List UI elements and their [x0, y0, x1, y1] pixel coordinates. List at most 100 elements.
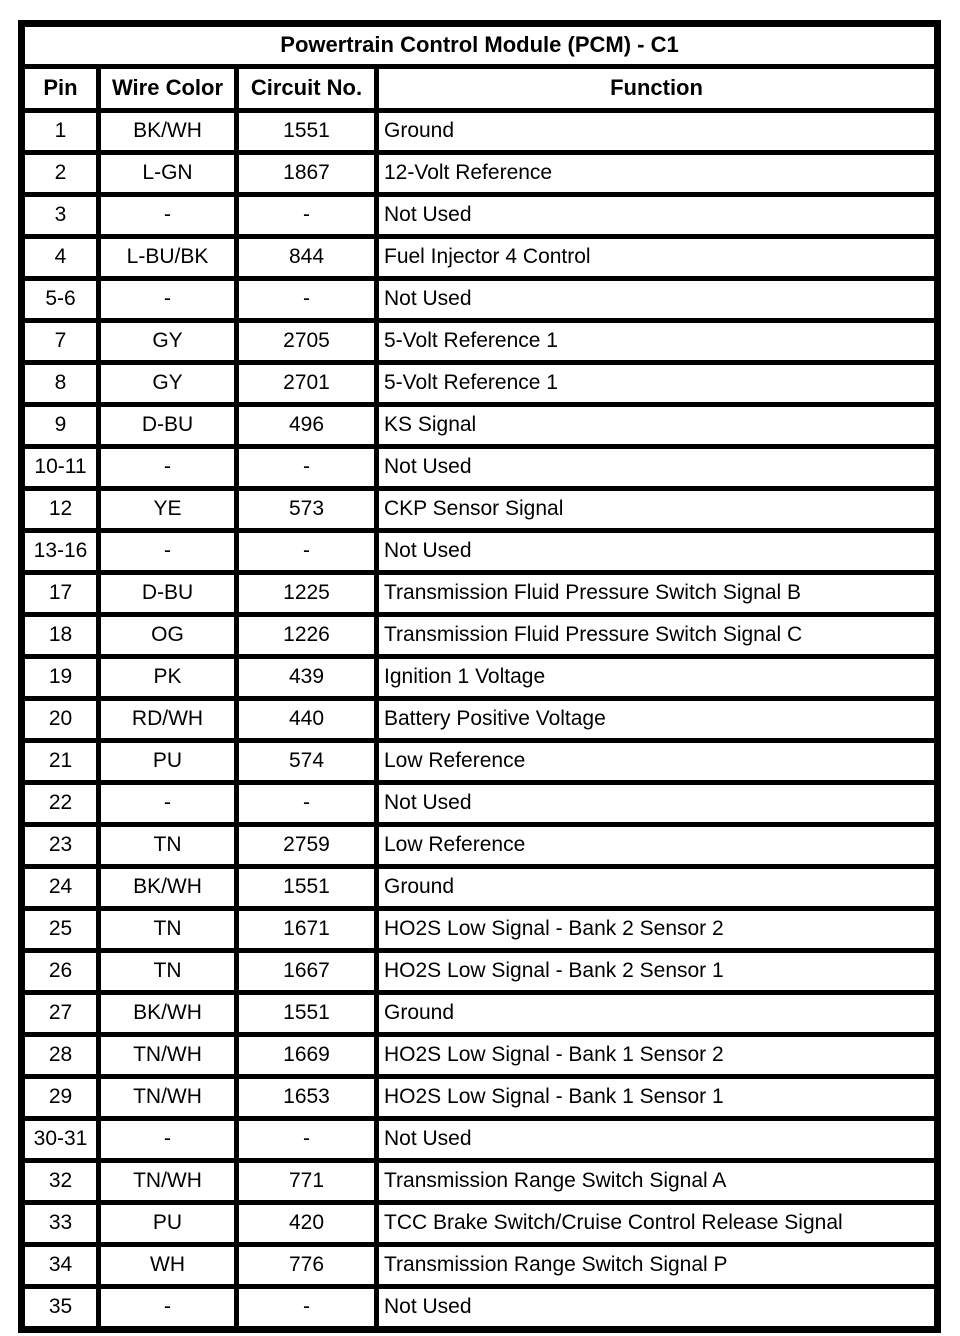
circuit-no-cell: 2759 [234, 822, 379, 869]
function-cell: Not Used [374, 528, 940, 575]
circuit-no-cell: 496 [234, 402, 379, 449]
circuit-no-cell: - [234, 192, 379, 239]
wire-color-cell: - [96, 276, 239, 323]
pin-cell: 24 [19, 864, 101, 911]
pin-cell: 1 [19, 108, 101, 155]
function-cell: Battery Positive Voltage [374, 696, 940, 743]
circuit-no-cell: 1551 [234, 864, 379, 911]
function-cell: Transmission Fluid Pressure Switch Signa… [374, 570, 940, 617]
function-cell: HO2S Low Signal - Bank 2 Sensor 1 [374, 948, 940, 995]
function-cell: Transmission Fluid Pressure Switch Signa… [374, 612, 940, 659]
pin-cell: 2 [19, 150, 101, 197]
wire-color-cell: BK/WH [96, 990, 239, 1037]
wire-color-cell: D-BU [96, 402, 239, 449]
circuit-no-cell: 439 [234, 654, 379, 701]
circuit-no-cell: 573 [234, 486, 379, 533]
table-row: 34 WH 776 Transmission Range Switch Signal … [19, 1242, 940, 1289]
function-cell: CKP Sensor Signal [374, 486, 940, 533]
wire-color-cell: YE [96, 486, 239, 533]
pin-cell: 21 [19, 738, 101, 785]
circuit-no-cell: 1225 [234, 570, 379, 617]
function-cell: Transmission Range Switch Signal P [374, 1242, 940, 1289]
pin-cell: 27 [19, 990, 101, 1037]
wire-color-cell: PK [96, 654, 239, 701]
wire-color-cell: TN/WH [96, 1074, 239, 1121]
table-row: 2 L-GN 1867 12-Volt Reference [19, 150, 940, 197]
function-cell: 5-Volt Reference 1 [374, 318, 940, 365]
table-row: 4 L-BU/BK 844 Fuel Injector 4 Control [19, 234, 940, 281]
table-row: 18 OG 1226 Transmission Fluid Pressure Swit… [19, 612, 940, 659]
wire-color-cell: TN [96, 906, 239, 953]
pin-cell: 17 [19, 570, 101, 617]
pin-cell: 9 [19, 402, 101, 449]
function-cell: Not Used [374, 1116, 940, 1163]
pcm-c1-pinout-table: Powertrain Control Module (PCM) - C1 Pin… [18, 20, 941, 1333]
wire-color-cell: - [96, 444, 239, 491]
function-cell: Ground [374, 864, 940, 911]
circuit-no-cell: 2701 [234, 360, 379, 407]
circuit-no-cell: - [234, 276, 379, 323]
function-cell: TCC Brake Switch/Cruise Control Release … [374, 1200, 940, 1247]
function-cell: Not Used [374, 192, 940, 239]
function-cell: 5-Volt Reference 1 [374, 360, 940, 407]
function-cell: Fuel Injector 4 Control [374, 234, 940, 281]
column-header-function: Function [374, 64, 940, 113]
function-cell: Transmission Range Switch Signal A [374, 1158, 940, 1205]
table-row: 19 PK 439 Ignition 1 Voltage [19, 654, 940, 701]
wire-color-cell: PU [96, 738, 239, 785]
circuit-no-cell: 1667 [234, 948, 379, 995]
pin-cell: 22 [19, 780, 101, 827]
wire-color-cell: RD/WH [96, 696, 239, 743]
circuit-no-cell: 1226 [234, 612, 379, 659]
table-row: 20 RD/WH 440 Battery Positive Voltage [19, 696, 940, 743]
wire-color-cell: PU [96, 1200, 239, 1247]
pin-cell: 4 [19, 234, 101, 281]
pin-cell: 19 [19, 654, 101, 701]
circuit-no-cell: - [234, 1284, 379, 1332]
pin-cell: 10-11 [19, 444, 101, 491]
table-row: 17 D-BU 1225 Transmission Fluid Pressure Sw… [19, 570, 940, 617]
wire-color-cell: TN/WH [96, 1032, 239, 1079]
function-cell: Ground [374, 990, 940, 1037]
circuit-no-cell: 1653 [234, 1074, 379, 1121]
pin-cell: 12 [19, 486, 101, 533]
table-row: 35- - Not Used [19, 1284, 940, 1332]
table-row: 27 BK/WH 1551 Ground [19, 990, 940, 1037]
function-cell: Ignition 1 Voltage [374, 654, 940, 701]
pin-cell: 23 [19, 822, 101, 869]
table-row: 21 PU 574 Low Reference [19, 738, 940, 785]
wire-color-cell: L-GN [96, 150, 239, 197]
pin-cell: 3 [19, 192, 101, 239]
wire-color-cell: TN [96, 948, 239, 995]
circuit-no-cell: 776 [234, 1242, 379, 1289]
wire-color-cell: BK/WH [96, 864, 239, 911]
circuit-no-cell: 1671 [234, 906, 379, 953]
function-cell: HO2S Low Signal - Bank 1 Sensor 1 [374, 1074, 940, 1121]
table-row: 26 TN 1667 HO2S Low Signal - Bank 2 Sensor … [19, 948, 940, 995]
circuit-no-cell: 2705 [234, 318, 379, 365]
pin-cell: 32 [19, 1158, 101, 1205]
table-row: 5-6- - Not Used [19, 276, 940, 323]
pin-cell: 20 [19, 696, 101, 743]
function-cell: Not Used [374, 780, 940, 827]
pin-cell: 7 [19, 318, 101, 365]
table-title-row: Powertrain Control Module (PCM) - C1 [19, 21, 940, 69]
circuit-no-cell: 1551 [234, 990, 379, 1037]
function-cell: Low Reference [374, 822, 940, 869]
table-header-row: Pin Wire Color Circuit No. Function [19, 64, 940, 113]
table-row: 25 TN 1671 HO2S Low Signal - Bank 2 Sensor … [19, 906, 940, 953]
pin-cell: 28 [19, 1032, 101, 1079]
function-cell: Low Reference [374, 738, 940, 785]
function-cell: Ground [374, 108, 940, 155]
pin-cell: 25 [19, 906, 101, 953]
table-row: 23 TN 2759 Low Reference [19, 822, 940, 869]
table-row: 29 TN/WH 1653 HO2S Low Signal - Bank 1 Sens… [19, 1074, 940, 1121]
table-row: 9 D-BU 496 KS Signal [19, 402, 940, 449]
circuit-no-cell: 1867 [234, 150, 379, 197]
wire-color-cell: TN/WH [96, 1158, 239, 1205]
circuit-no-cell: - [234, 528, 379, 575]
function-cell: KS Signal [374, 402, 940, 449]
table-title: Powertrain Control Module (PCM) - C1 [19, 21, 940, 69]
wire-color-cell: GY [96, 360, 239, 407]
function-cell: Not Used [374, 276, 940, 323]
